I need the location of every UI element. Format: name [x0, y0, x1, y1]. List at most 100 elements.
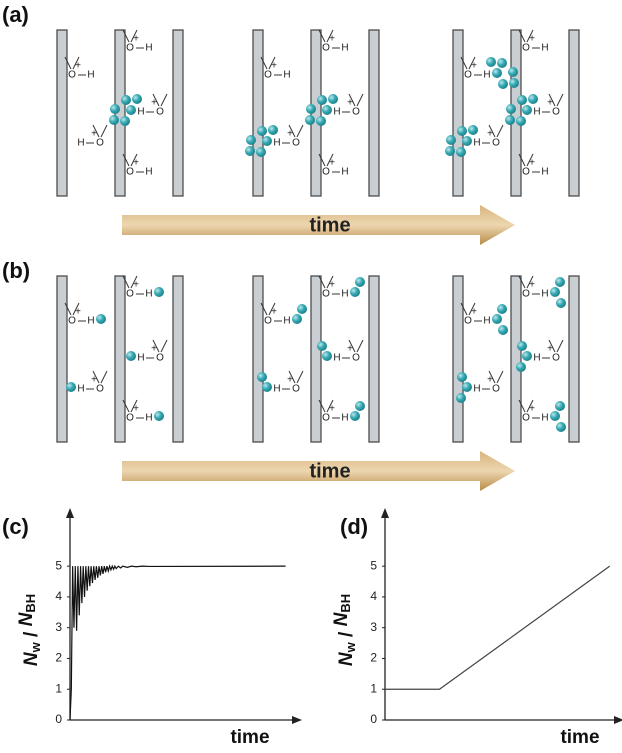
hydrogen: H — [483, 316, 490, 327]
bond — [556, 93, 564, 107]
bond — [296, 124, 304, 138]
axis-arrow — [292, 716, 302, 724]
bond — [130, 275, 138, 289]
water-molecule — [462, 382, 472, 392]
channel-wall — [368, 275, 380, 443]
oxygen: O — [522, 43, 530, 54]
bond — [130, 153, 138, 167]
water-molecule — [456, 147, 466, 157]
water-molecule — [121, 95, 131, 105]
bond — [518, 275, 526, 289]
y-label-part: w — [343, 641, 358, 653]
water-molecule — [509, 78, 519, 88]
bond — [518, 399, 526, 413]
y-label-part: BH — [338, 594, 353, 613]
bond — [122, 153, 130, 167]
charge: + — [133, 404, 139, 415]
charge: + — [287, 375, 293, 386]
bond — [496, 124, 504, 138]
water-molecule — [316, 116, 326, 126]
oxygen: O — [352, 353, 360, 364]
time-arrow: time — [122, 451, 515, 491]
acid-site: O+ H — [260, 56, 291, 81]
water-molecule — [556, 298, 566, 308]
hydrogen: H — [77, 384, 84, 395]
water-molecule — [517, 341, 527, 351]
bond — [518, 153, 526, 167]
bond — [160, 339, 168, 353]
water-molecule — [132, 94, 142, 104]
water-molecule — [497, 304, 507, 314]
acid-site: O+ H — [518, 399, 566, 432]
y-label-part: N — [16, 611, 37, 626]
water-molecule — [328, 94, 338, 104]
oxygen: O — [292, 384, 300, 395]
charge: + — [347, 344, 353, 355]
bond — [326, 399, 334, 413]
bond — [72, 302, 80, 316]
water-molecule — [350, 287, 360, 297]
water-molecule — [456, 393, 466, 403]
water-molecule — [505, 115, 515, 125]
bond — [548, 93, 556, 107]
bond — [348, 339, 356, 353]
hydrogen: H — [137, 353, 144, 364]
water-molecule — [555, 277, 565, 287]
water-molecule — [522, 105, 532, 115]
y-tick-label: 1 — [370, 681, 377, 695]
hydrogen: H — [137, 107, 144, 118]
y-label-part: w — [28, 641, 43, 653]
oxygen: O — [522, 413, 530, 424]
hydrogen: H — [541, 43, 548, 54]
axis-arrow — [66, 508, 74, 518]
bond — [64, 302, 72, 316]
oxygen: O — [522, 167, 530, 178]
water-molecule — [126, 351, 136, 361]
water-molecule — [292, 314, 302, 324]
charge: + — [347, 98, 353, 109]
water-molecule — [322, 105, 332, 115]
water-molecule — [109, 115, 119, 125]
hydrogen: H — [341, 289, 348, 300]
charge: + — [287, 129, 293, 140]
oxygen: O — [492, 138, 500, 149]
bond — [468, 302, 476, 316]
acid-site: O+ H — [518, 29, 549, 54]
water-molecule — [457, 126, 467, 136]
hydrogen: H — [473, 384, 480, 395]
hydrogen: H — [87, 70, 94, 81]
bond — [556, 339, 564, 353]
water-molecule — [257, 372, 267, 382]
water-molecule — [508, 67, 518, 77]
channel-wall — [172, 275, 184, 443]
y-label-part: / — [336, 626, 357, 642]
water-molecule — [486, 57, 496, 67]
bond — [72, 56, 80, 70]
acid-site: O+ H — [505, 93, 564, 126]
acid-site: O+ H — [64, 302, 106, 327]
hydrogen: H — [533, 353, 540, 364]
data-line — [69, 564, 286, 721]
charge: + — [91, 375, 97, 386]
charge: + — [547, 344, 553, 355]
oxygen: O — [126, 413, 134, 424]
panel-label: (b) — [2, 258, 30, 283]
water-molecule — [350, 411, 360, 421]
x-axis-label: time — [230, 727, 269, 748]
water-molecule — [555, 401, 565, 411]
charge: + — [547, 98, 553, 109]
bond — [152, 93, 160, 107]
hydrogen: H — [283, 70, 290, 81]
hydrogen: H — [533, 107, 540, 118]
hydrogen: H — [273, 384, 280, 395]
charge: + — [75, 307, 81, 318]
bond — [526, 29, 534, 43]
water-molecule — [550, 287, 560, 297]
bond — [356, 339, 364, 353]
acid-site: O+ H — [318, 29, 349, 54]
acid-site: O+ H — [460, 56, 519, 89]
acid-site: O+ H — [126, 339, 168, 364]
y-label-part: / — [21, 626, 42, 642]
y-tick-label: 2 — [370, 651, 377, 665]
bond — [92, 124, 100, 138]
